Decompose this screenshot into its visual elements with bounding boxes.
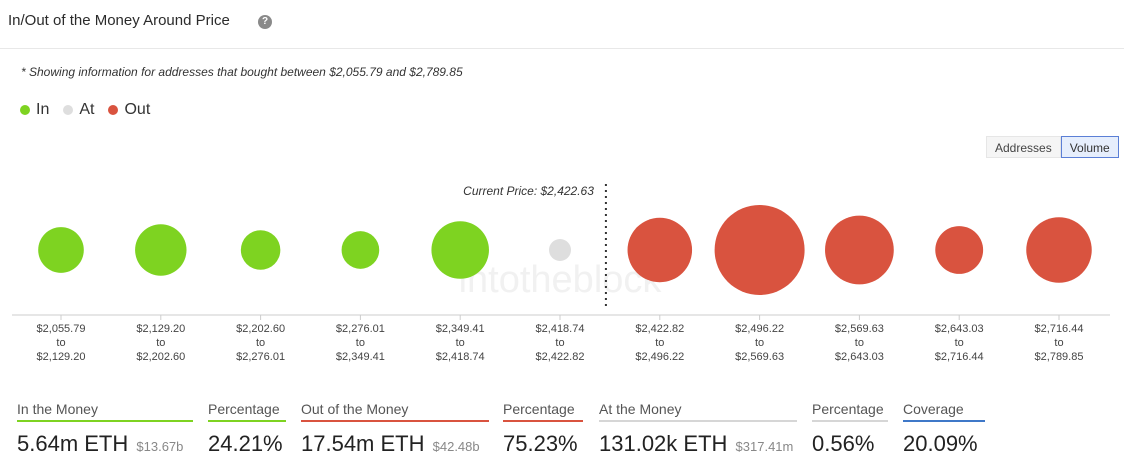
addresses-button[interactable]: Addresses: [986, 136, 1061, 158]
stat-in-money-value-row: 5.64m ETH $13.67b: [17, 431, 193, 457]
volume-button[interactable]: Volume: [1060, 136, 1119, 158]
x-tick-label-8-3: $2,569.63: [735, 351, 784, 363]
x-tick-label-5-2: to: [456, 337, 465, 349]
question-circle-icon[interactable]: ?: [258, 15, 272, 29]
stat-at-money: At the Money 131.02k ETH $317.41m: [599, 396, 797, 457]
x-tick-label-2-3: $2,202.60: [136, 351, 185, 363]
range-note: * Showing information for addresses that…: [21, 65, 463, 79]
x-tick-label-9-3: $2,643.03: [835, 351, 884, 363]
legend: In At Out: [20, 101, 164, 119]
legend-dot-out: [108, 105, 119, 115]
x-tick-label-11-1: $2,716.44: [1035, 323, 1084, 335]
stat-in-money-value: 5.64m ETH: [17, 431, 129, 456]
bubble-5: [431, 221, 489, 279]
x-tick-label-1-2: to: [56, 337, 65, 349]
stat-in-pct: Percentage 24.21%: [208, 396, 286, 457]
legend-item-in[interactable]: In: [20, 101, 49, 119]
x-tick-label-3-1: $2,202.60: [236, 323, 285, 335]
stat-in-pct-label: Percentage: [208, 396, 286, 422]
bubble-chart: intotheblock Current Price: $2,422.63 $2,0…: [12, 184, 1110, 363]
bubble-10: [935, 226, 984, 274]
x-tick-label-4-1: $2,276.01: [336, 323, 385, 335]
stat-out-money-usd: $42.48b: [432, 439, 480, 454]
legend-dot-at: [63, 105, 74, 115]
bubble-6: [549, 239, 571, 261]
x-tick-label-8-2: to: [755, 337, 764, 349]
stats-row: In the Money 5.64m ETH $13.67b Percentag…: [0, 396, 1124, 473]
legend-label-in: In: [36, 101, 50, 118]
legend-item-at[interactable]: At: [63, 101, 94, 119]
x-tick-label-9-2: to: [855, 337, 864, 349]
x-tick-label-2-2: to: [156, 337, 165, 349]
x-tick-label-7-2: to: [655, 337, 664, 349]
x-tick-label-10-2: to: [955, 337, 964, 349]
stat-at-money-usd: $317.41m: [735, 439, 794, 454]
x-tick-label-11-2: to: [1054, 337, 1063, 349]
bubble-9: [825, 215, 894, 285]
bubble-4: [341, 231, 380, 269]
x-tick-label-9-1: $2,569.63: [835, 323, 884, 335]
legend-dot-in: [20, 105, 30, 115]
stat-out-pct-label: Percentage: [503, 396, 583, 422]
x-tick-label-7-3: $2,496.22: [635, 351, 684, 363]
x-tick-label-2-1: $2,129.20: [136, 323, 185, 335]
page-title: In/Out of the Money Around Price: [8, 12, 230, 29]
x-tick-label-3-2: to: [256, 337, 265, 349]
x-tick-label-6-2: to: [555, 337, 564, 349]
x-tick-label-11-3: $2,789.85: [1035, 351, 1084, 363]
stat-out-money-label: Out of the Money: [301, 396, 489, 422]
x-tick-label-1-3: $2,129.20: [37, 351, 86, 363]
bubble-11: [1026, 217, 1092, 283]
x-tick-label-6-3: $2,422.82: [536, 351, 585, 363]
stat-out-pct: Percentage 75.23%: [503, 396, 583, 457]
stat-coverage: Coverage 20.09%: [903, 396, 985, 457]
stat-in-pct-value: 24.21%: [208, 431, 283, 456]
bubble-2: [135, 224, 187, 276]
stat-out-pct-value: 75.23%: [503, 431, 578, 456]
x-tick-label-10-3: $2,716.44: [935, 351, 984, 363]
stat-at-pct-label: Percentage: [812, 396, 888, 422]
x-tick-label-7-1: $2,422.82: [635, 323, 684, 335]
widget-header: In/Out of the Money Around Price ?: [0, 0, 1124, 49]
x-tick-label-3-3: $2,276.01: [236, 351, 285, 363]
bubble-1: [38, 227, 84, 273]
stat-coverage-label: Coverage: [903, 396, 985, 422]
stat-at-money-value: 131.02k ETH: [599, 431, 728, 456]
watermark-text: intotheblock: [459, 259, 663, 301]
stat-at-money-label: At the Money: [599, 396, 797, 422]
x-tick-label-6-1: $2,418.74: [536, 323, 585, 335]
bubble-8: [714, 205, 805, 295]
stat-at-pct-value: 0.56%: [812, 431, 875, 456]
stat-at-money-value-row: 131.02k ETH $317.41m: [599, 431, 797, 457]
bubble-3: [240, 230, 281, 270]
legend-label-out: Out: [124, 101, 151, 118]
x-tick-label-10-1: $2,643.03: [935, 323, 984, 335]
stat-out-money: Out of the Money 17.54m ETH $42.48b: [301, 396, 489, 457]
stat-coverage-value: 20.09%: [903, 431, 978, 456]
legend-label-at: At: [79, 101, 95, 118]
stat-in-money-usd: $13.67b: [136, 439, 184, 454]
x-tick-label-5-3: $2,418.74: [436, 351, 485, 363]
current-price-label: Current Price: $2,422.63: [463, 184, 594, 198]
legend-item-out[interactable]: Out: [108, 101, 150, 119]
stat-out-money-value: 17.54m ETH: [301, 431, 425, 456]
x-tick-label-5-1: $2,349.41: [436, 323, 485, 335]
bubble-7: [627, 217, 693, 283]
stat-in-money: In the Money 5.64m ETH $13.67b: [17, 396, 193, 457]
metric-toggle: Addresses Volume: [986, 136, 1119, 158]
stat-at-pct: Percentage 0.56%: [812, 396, 888, 457]
x-tick-label-1-1: $2,055.79: [37, 323, 86, 335]
stat-out-money-value-row: 17.54m ETH $42.48b: [301, 431, 489, 457]
x-tick-label-8-1: $2,496.22: [735, 323, 784, 335]
x-tick-label-4-3: $2,349.41: [336, 351, 385, 363]
stat-in-money-label: In the Money: [17, 396, 193, 422]
x-tick-label-4-2: to: [356, 337, 365, 349]
